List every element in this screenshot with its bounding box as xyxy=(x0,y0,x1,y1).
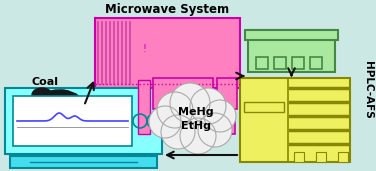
Text: HPLC-AFS: HPLC-AFS xyxy=(363,61,373,119)
Polygon shape xyxy=(25,90,84,121)
Text: MeHg: MeHg xyxy=(178,107,214,117)
Circle shape xyxy=(174,96,218,140)
Text: Coal: Coal xyxy=(32,77,59,87)
Circle shape xyxy=(157,92,193,128)
Circle shape xyxy=(198,113,232,147)
Bar xyxy=(217,116,235,134)
Circle shape xyxy=(149,106,181,138)
Circle shape xyxy=(161,115,195,149)
Bar xyxy=(10,156,157,168)
Circle shape xyxy=(170,83,210,123)
Bar xyxy=(248,30,335,72)
Text: EtHg: EtHg xyxy=(181,121,211,131)
Bar xyxy=(95,18,240,88)
Bar xyxy=(217,78,237,109)
Bar xyxy=(138,80,150,134)
Bar xyxy=(338,152,348,162)
Bar xyxy=(294,152,304,162)
Bar xyxy=(13,96,132,146)
Bar xyxy=(240,78,350,162)
Bar xyxy=(274,57,286,69)
Bar xyxy=(245,30,338,40)
Circle shape xyxy=(190,88,226,124)
Text: !: ! xyxy=(142,44,146,54)
Bar xyxy=(316,152,326,162)
Circle shape xyxy=(180,118,216,154)
Circle shape xyxy=(204,100,236,132)
Bar xyxy=(5,88,162,154)
Bar xyxy=(256,57,268,69)
Text: Microwave System: Microwave System xyxy=(105,3,230,16)
Ellipse shape xyxy=(32,88,52,102)
Bar xyxy=(153,78,213,109)
Ellipse shape xyxy=(51,90,73,106)
Bar xyxy=(292,57,304,69)
Bar xyxy=(244,102,284,112)
Bar xyxy=(310,57,322,69)
